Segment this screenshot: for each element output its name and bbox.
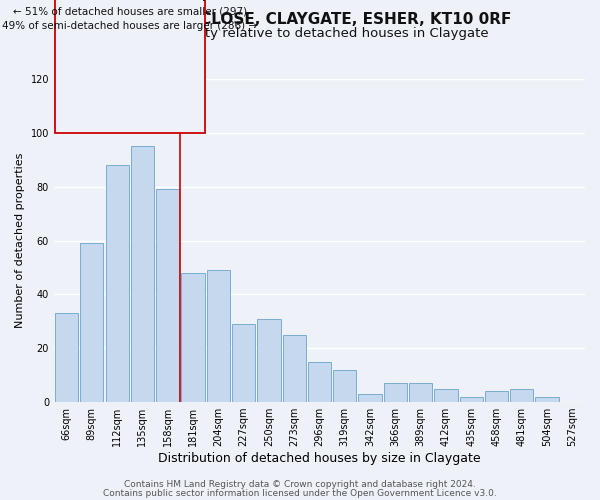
Bar [510,388,533,402]
Bar [206,270,230,402]
Bar [460,396,483,402]
Bar [308,362,331,402]
Text: Size of property relative to detached houses in Claygate: Size of property relative to detached ho… [112,28,488,40]
Bar [55,313,78,402]
Bar [257,318,281,402]
Bar [485,392,508,402]
Text: Contains HM Land Registry data © Crown copyright and database right 2024.: Contains HM Land Registry data © Crown c… [124,480,476,489]
Bar [383,383,407,402]
Text: Contains public sector information licensed under the Open Government Licence v3: Contains public sector information licen… [103,488,497,498]
Bar [80,243,103,402]
Bar [106,165,129,402]
Bar [283,335,306,402]
Bar [156,190,179,402]
Bar [358,394,382,402]
Bar [434,388,458,402]
Bar [131,146,154,402]
Bar [181,273,205,402]
Y-axis label: Number of detached properties: Number of detached properties [15,153,25,328]
X-axis label: Distribution of detached houses by size in Claygate: Distribution of detached houses by size … [158,452,481,465]
Bar [535,396,559,402]
Text: ← 51% of detached houses are smaller (297): ← 51% of detached houses are smaller (29… [13,6,247,16]
Bar [409,383,432,402]
Bar [333,370,356,402]
Bar [232,324,255,402]
Text: 6 DERWENT CLOSE: 164sqm: 6 DERWENT CLOSE: 164sqm [42,0,218,1]
Text: 6, DERWENT CLOSE, CLAYGATE, ESHER, KT10 0RF: 6, DERWENT CLOSE, CLAYGATE, ESHER, KT10 … [88,12,512,28]
Text: 49% of semi-detached houses are larger (286) →: 49% of semi-detached houses are larger (… [2,21,257,31]
